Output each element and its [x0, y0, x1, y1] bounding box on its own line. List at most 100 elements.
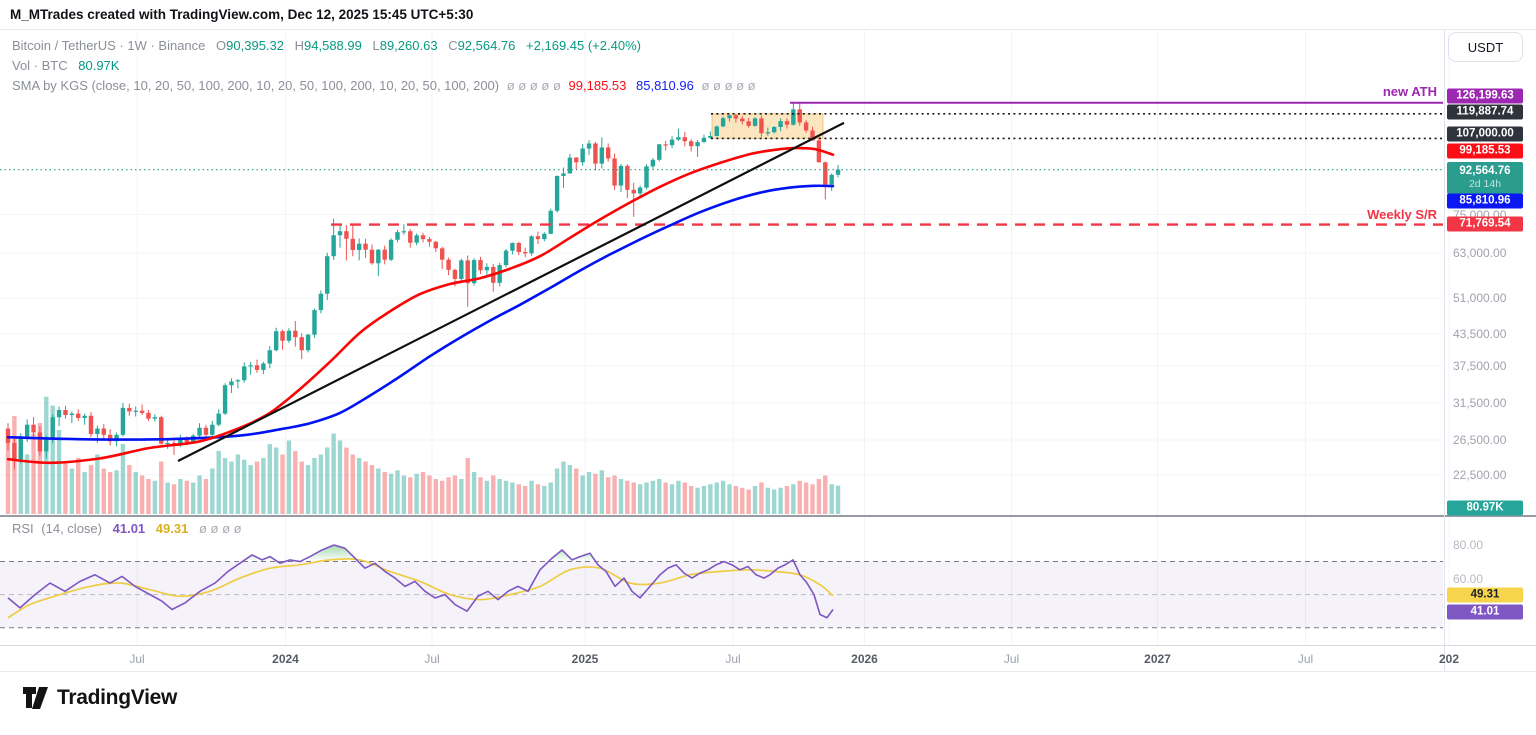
candle-body [759, 118, 764, 134]
sma-slow-line [6, 184, 835, 441]
volume-bar [535, 484, 541, 514]
price-level-label: 85,810.96 [1447, 193, 1523, 209]
candle-body [18, 436, 23, 460]
sma-indicator-label: SMA by KGS (close, 10, 20, 50, 100, 200,… [12, 78, 500, 93]
candle-body [184, 438, 189, 443]
weekly-sr-annotation[interactable]: Weekly S/R [1367, 207, 1437, 222]
candle-body [637, 187, 643, 194]
volume-bar [408, 477, 413, 514]
candle-body [631, 189, 636, 194]
volume-bar [740, 487, 745, 514]
sma-slow-value: 85,810.96 [636, 78, 694, 93]
currency-toggle-button[interactable]: USDT [1448, 32, 1523, 62]
symbol-title[interactable]: Bitcoin / TetherUS · 1W · Binance [12, 38, 206, 53]
rsi-tick: 80.00 [1453, 538, 1484, 552]
price-level-label: 126,199.63 [1447, 88, 1523, 103]
candle-body [740, 118, 745, 122]
candle-body [650, 159, 656, 167]
candle-body [50, 417, 55, 439]
time-label: Jul [424, 651, 440, 666]
volume-bar [337, 440, 343, 514]
volume-bar [803, 482, 809, 514]
volume-bar [82, 472, 87, 514]
volume-bar [305, 465, 311, 514]
candle-body [139, 410, 145, 413]
volume-bar [657, 479, 662, 514]
candle-body [522, 252, 528, 254]
candle-body [24, 424, 30, 437]
ohlc-close: C92,564.76 [448, 38, 516, 53]
volume-bar [816, 479, 822, 514]
volume-bar [484, 480, 490, 514]
candle-body [503, 250, 509, 266]
candle-body [248, 365, 253, 367]
volume-bar [388, 473, 394, 514]
candle-body [152, 417, 158, 419]
candle-body [401, 231, 407, 233]
volume-bar [76, 458, 81, 514]
volume-bar [107, 472, 113, 514]
volume-bar [203, 479, 209, 514]
price-tick: 43,500.00 [1453, 327, 1507, 341]
volume-bar [510, 482, 515, 514]
volume-bar [522, 486, 528, 514]
volume-bar [593, 473, 598, 514]
candle-body [778, 121, 783, 128]
pane-divider[interactable] [0, 515, 1536, 517]
bottom-separator [0, 671, 1536, 672]
volume-bar [503, 480, 509, 514]
candle-body [273, 331, 279, 351]
rsi-ma-line [7, 558, 834, 619]
candle-body [746, 121, 751, 126]
volume-bar [542, 486, 547, 514]
candle-body [433, 241, 438, 249]
volume-bar [529, 480, 534, 514]
volume-bar [139, 475, 145, 514]
sma-legend-row[interactable]: SMA by KGS (close, 10, 20, 50, 100, 200,… [12, 76, 760, 95]
candle-body [382, 249, 387, 260]
candle-body [133, 410, 138, 412]
candle-body [688, 141, 694, 147]
price-tick: 63,000.00 [1453, 246, 1507, 260]
price-level-label: 99,185.53 [1447, 143, 1523, 159]
volume-bar [114, 470, 119, 514]
symbol-legend-row[interactable]: Bitcoin / TetherUS · 1W · Binance O90,39… [12, 36, 760, 55]
tradingview-logo[interactable]: TradingView [22, 686, 177, 710]
candle-body [427, 239, 432, 242]
candle-body [772, 127, 777, 133]
time-scale[interactable]: Jul 2024 Jul 2025 Jul 2026 Jul 2027 Jul 202 [0, 645, 1536, 672]
candle-body [829, 174, 834, 185]
rsi-value-label: 49.31 [1447, 587, 1523, 602]
new-ath-annotation[interactable]: new ATH [1382, 84, 1437, 99]
candle-body [408, 231, 413, 243]
rsi-params: (14, close) [41, 521, 102, 536]
candle-body [203, 427, 209, 435]
volume-bar [688, 486, 694, 514]
volume-bar [376, 468, 381, 514]
sma-null-values-before: ø ø ø ø ø [506, 78, 561, 93]
candle-body [612, 158, 617, 186]
volume-bar [242, 459, 247, 514]
candle-body [765, 132, 771, 134]
volume-bar [580, 475, 585, 514]
candle-body [146, 412, 151, 419]
volume-bar [184, 480, 189, 514]
rsi-value-label: 41.01 [1447, 604, 1523, 619]
candle-body [803, 122, 809, 131]
volume-bar [433, 479, 438, 514]
candle-body [414, 235, 419, 243]
candle-body [593, 143, 598, 164]
volume-bar [222, 458, 228, 514]
rsi-legend-row[interactable]: RSI (14, close) 41.01 49.31 ø ø ø ø [12, 521, 242, 536]
candle-body [567, 157, 573, 174]
volume-bar [63, 461, 68, 514]
trendline[interactable] [177, 121, 845, 463]
volume-bar [669, 484, 675, 514]
candle-body [127, 407, 132, 412]
volume-legend-row[interactable]: Vol · BTC 80.97K [12, 56, 760, 75]
candle-body [120, 407, 126, 435]
volume-bar [146, 479, 151, 514]
price-scale[interactable]: 75,000.00 63,000.00 51,000.00 43,500.00 37,5… [1444, 30, 1536, 671]
candle-body [823, 162, 828, 185]
